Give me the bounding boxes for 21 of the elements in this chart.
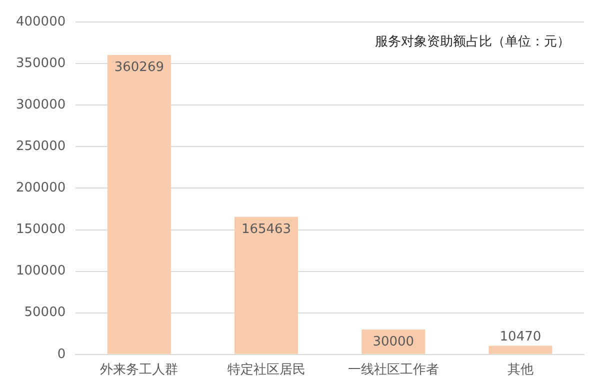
y-tick-label: 200000 [16,180,66,196]
data-label: 10470 [500,330,542,345]
data-label: 30000 [372,334,414,350]
x-tick-label: 一线社区工作者 [348,362,439,378]
bar [234,216,298,354]
y-tick-label: 150000 [16,222,66,238]
y-tick-label: 100000 [16,264,66,279]
text: 服务对象资助额占比（单位：元） [375,34,570,50]
y-tick-label: 0 [57,346,66,362]
bar [107,55,171,354]
x-tick-label: 外来务工人群 [100,362,178,378]
x-tick-label: 特定社区居民 [227,362,306,378]
y-tick-label: 50000 [24,305,66,320]
bar [488,346,552,354]
y-tick-label: 300000 [16,97,66,112]
y-tick-label: 250000 [16,139,66,154]
data-label: 165463 [241,222,292,237]
y-tick-label: 400000 [16,14,66,30]
data-label: 360269 [114,60,164,75]
y-tick-label: 350000 [16,56,66,71]
x-tick-label: 其他 [507,362,534,378]
